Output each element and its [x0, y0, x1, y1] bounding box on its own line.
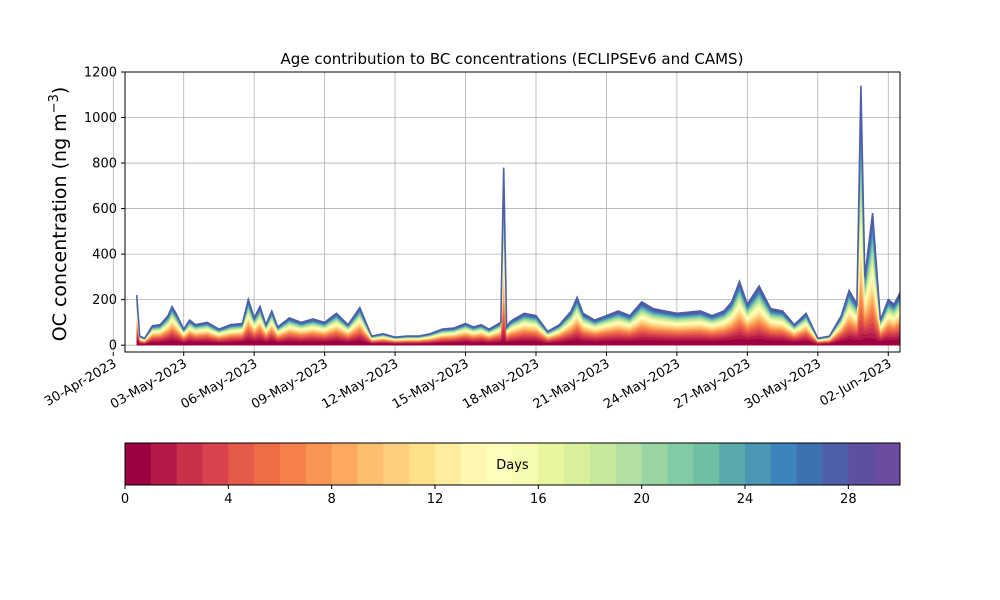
- y-axis-label-tail: ): [49, 87, 71, 94]
- colorbar-swatch: [486, 443, 513, 485]
- colorbar-swatch: [202, 443, 229, 485]
- age-band-area: [136, 288, 900, 346]
- area-series: [135, 85, 900, 346]
- colorbar-swatch: [357, 443, 384, 485]
- colorbar-tick-label: 0: [121, 492, 129, 507]
- colorbar-tick-label: 12: [427, 492, 444, 507]
- y-axis-label-superscript: −3: [47, 94, 62, 113]
- colorbar-tick-label: 8: [328, 492, 336, 507]
- colorbar-swatch: [125, 443, 152, 485]
- plot-frame: [124, 71, 901, 353]
- colorbar-swatch: [409, 443, 436, 485]
- age-band-area: [136, 200, 900, 346]
- colorbar-swatch: [305, 443, 333, 485]
- colorbar-swatch: [228, 443, 255, 485]
- colorbar-swatch: [693, 443, 720, 485]
- y-axis-label: OC concentration (ng m−3): [47, 87, 71, 342]
- y-tick-label: 1000: [84, 111, 117, 126]
- y-tick-label: 800: [92, 157, 117, 172]
- colorbar-swatch: [435, 443, 462, 485]
- colorbar-frame: [124, 442, 901, 486]
- colorbar-swatch: [254, 443, 281, 485]
- y-tick-label: 200: [92, 293, 117, 308]
- colorbar-swatch: [615, 443, 643, 485]
- colorbar-swatch: [383, 443, 410, 485]
- colorbar-swatch: [280, 443, 307, 485]
- colorbar-swatch: [460, 443, 488, 485]
- colorbar-swatch: [590, 443, 617, 485]
- colorbar: Days 0 4 8 12 16 20 24 28: [121, 442, 901, 507]
- y-tick-label: 0: [109, 339, 117, 354]
- colorbar-swatch: [822, 443, 849, 485]
- colorbar-swatch: [719, 443, 746, 485]
- colorbar-swatch: [564, 443, 591, 485]
- colorbar-swatch: [538, 443, 565, 485]
- y-axis-label-base: OC concentration (ng m: [49, 113, 71, 341]
- colorbar-label: Days: [496, 458, 529, 473]
- age-band-area: [136, 338, 900, 346]
- colorbar-swatch: [641, 443, 668, 485]
- y-tick-label: 600: [92, 202, 117, 217]
- y-tick-label: 400: [92, 248, 117, 263]
- total-line: [135, 85, 900, 340]
- colorbar-tick-label: 24: [737, 492, 754, 507]
- colorbar-swatch: [796, 443, 823, 485]
- colorbar-tick-label: 28: [840, 492, 857, 507]
- colorbar-swatch: [745, 443, 772, 485]
- colorbar-swatch: [667, 443, 694, 485]
- chart-title: Age contribution to BC concentrations (E…: [281, 50, 744, 68]
- colorbar-swatch: [512, 443, 539, 485]
- colorbar-swatch: [150, 443, 178, 485]
- colorbar-tick-label: 16: [530, 492, 547, 507]
- colorbar-tick-label: 4: [224, 492, 232, 507]
- y-tick-label: 1200: [84, 66, 117, 81]
- colorbar-swatch: [331, 443, 358, 485]
- colorbar-swatch: [848, 443, 875, 485]
- colorbar-swatch: [176, 443, 203, 485]
- colorbar-swatch: [874, 443, 901, 485]
- colorbar-tick-label: 20: [633, 492, 650, 507]
- colorbar-swatch: [770, 443, 798, 485]
